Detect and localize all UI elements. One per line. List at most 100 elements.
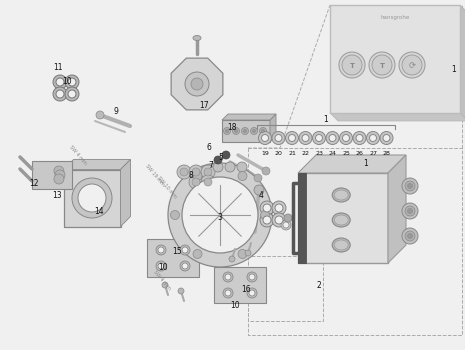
Circle shape xyxy=(192,168,200,176)
Text: 20: 20 xyxy=(274,151,282,156)
Circle shape xyxy=(249,290,255,296)
Circle shape xyxy=(247,288,257,298)
Circle shape xyxy=(402,203,418,219)
Bar xyxy=(298,173,306,263)
Circle shape xyxy=(171,210,179,219)
Text: 14: 14 xyxy=(94,208,104,217)
Circle shape xyxy=(405,206,415,216)
Circle shape xyxy=(343,134,350,141)
Circle shape xyxy=(261,130,265,133)
Circle shape xyxy=(68,90,76,98)
Text: 16: 16 xyxy=(241,286,251,294)
Circle shape xyxy=(245,250,251,256)
Circle shape xyxy=(244,130,246,133)
Circle shape xyxy=(302,134,309,141)
Text: 1: 1 xyxy=(323,115,328,124)
Text: 11: 11 xyxy=(53,63,63,71)
Circle shape xyxy=(260,210,270,219)
Circle shape xyxy=(372,55,392,75)
Text: 10: 10 xyxy=(158,264,168,273)
Polygon shape xyxy=(120,160,131,226)
Polygon shape xyxy=(270,114,276,142)
Text: 10: 10 xyxy=(62,77,72,86)
Circle shape xyxy=(241,127,248,134)
Circle shape xyxy=(189,165,203,179)
Text: 7: 7 xyxy=(209,161,213,170)
Circle shape xyxy=(405,231,415,241)
Circle shape xyxy=(193,250,202,258)
Text: 23: 23 xyxy=(315,151,323,156)
Circle shape xyxy=(249,274,255,280)
Circle shape xyxy=(366,132,379,145)
Circle shape xyxy=(405,181,415,191)
Circle shape xyxy=(201,175,215,189)
Circle shape xyxy=(260,201,274,215)
Circle shape xyxy=(226,130,228,133)
Text: SW 10 mm: SW 10 mm xyxy=(156,175,178,199)
Circle shape xyxy=(72,178,112,218)
Text: 25: 25 xyxy=(342,151,350,156)
Bar xyxy=(64,169,120,226)
Circle shape xyxy=(68,78,76,86)
Bar xyxy=(222,120,270,142)
Circle shape xyxy=(234,130,238,133)
Circle shape xyxy=(156,261,166,271)
Text: 19: 19 xyxy=(261,151,269,156)
Circle shape xyxy=(229,256,235,262)
Circle shape xyxy=(56,90,64,98)
Circle shape xyxy=(201,165,215,179)
Circle shape xyxy=(251,127,258,134)
Text: 28: 28 xyxy=(383,151,391,156)
Circle shape xyxy=(315,134,323,141)
Circle shape xyxy=(180,245,190,255)
Text: 1: 1 xyxy=(452,64,456,74)
Circle shape xyxy=(168,163,272,267)
Circle shape xyxy=(180,168,188,176)
Circle shape xyxy=(247,272,257,282)
Polygon shape xyxy=(171,58,223,110)
Circle shape xyxy=(402,178,418,194)
Circle shape xyxy=(260,213,274,227)
Circle shape xyxy=(214,156,222,164)
Circle shape xyxy=(342,55,362,75)
Bar xyxy=(298,173,388,263)
Circle shape xyxy=(252,130,255,133)
Circle shape xyxy=(204,178,212,186)
Ellipse shape xyxy=(334,240,348,250)
Circle shape xyxy=(191,78,203,90)
Circle shape xyxy=(222,151,230,159)
Circle shape xyxy=(353,132,366,145)
Polygon shape xyxy=(460,5,465,121)
Text: hansgrohe: hansgrohe xyxy=(380,14,410,20)
Circle shape xyxy=(281,220,291,230)
Circle shape xyxy=(288,134,295,141)
Text: 27: 27 xyxy=(369,151,377,156)
Circle shape xyxy=(380,132,393,145)
Polygon shape xyxy=(388,155,406,263)
Text: 4: 4 xyxy=(259,190,264,199)
Circle shape xyxy=(96,111,104,119)
Circle shape xyxy=(259,127,266,134)
Circle shape xyxy=(283,222,289,228)
Text: 2: 2 xyxy=(317,280,321,289)
Circle shape xyxy=(162,282,168,288)
Circle shape xyxy=(299,132,312,145)
Circle shape xyxy=(54,166,64,176)
Circle shape xyxy=(407,183,412,189)
Ellipse shape xyxy=(193,35,201,41)
Circle shape xyxy=(329,134,336,141)
Ellipse shape xyxy=(332,213,350,227)
Text: 26: 26 xyxy=(356,151,364,156)
Bar xyxy=(32,161,72,189)
Text: T: T xyxy=(350,63,354,69)
Circle shape xyxy=(158,247,164,253)
Circle shape xyxy=(272,213,286,227)
Circle shape xyxy=(213,162,223,172)
Circle shape xyxy=(284,214,292,222)
Circle shape xyxy=(193,172,202,181)
Circle shape xyxy=(156,245,166,255)
Circle shape xyxy=(399,52,425,78)
Circle shape xyxy=(339,52,365,78)
Circle shape xyxy=(254,185,264,195)
Circle shape xyxy=(65,87,79,101)
